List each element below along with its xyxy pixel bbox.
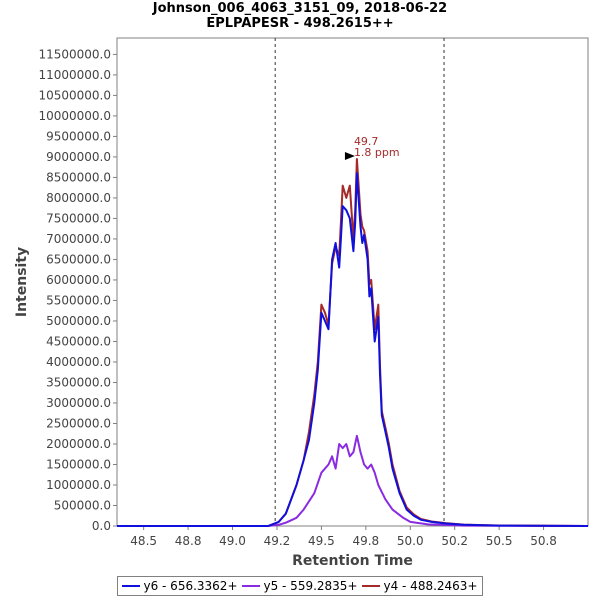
x-tick-label: 50.5 xyxy=(486,534,513,548)
chart-subtitle: EPLPAPESR - 498.2615++ xyxy=(206,16,394,31)
y-tick-label: 1500000.0 xyxy=(46,457,111,471)
y-tick-label: 9000000.0 xyxy=(46,150,111,164)
y-tick-label: 7500000.0 xyxy=(46,211,111,225)
y-tick-label: 3500000.0 xyxy=(46,375,111,389)
x-tick-label: 48.5 xyxy=(130,534,157,548)
series-line-y5 xyxy=(117,434,589,527)
y-tick-label: 0.0 xyxy=(92,519,111,533)
y-tick-label: 8000000.0 xyxy=(46,191,111,205)
x-axis-label: Retention Time xyxy=(292,553,413,569)
y-tick-label: 4000000.0 xyxy=(46,355,111,369)
chart-plot: 0.0 500000.0 1000000.0 1500000.0 2000000.0 25… xyxy=(14,37,589,569)
x-tick-label: 49.8 xyxy=(352,534,379,548)
legend-label-y5: y5 - 559.2835+ xyxy=(263,579,358,593)
x-tick-label: 49.0 xyxy=(219,534,246,548)
legend-label-y6: y6 - 656.3362+ xyxy=(143,579,238,593)
legend-swatch-y4 xyxy=(362,585,381,587)
x-tick-label: 49.5 xyxy=(308,534,335,548)
x-tick-label: 48.8 xyxy=(175,534,202,548)
y-axis-label: Intensity xyxy=(14,247,30,317)
y-tick-label: 8500000.0 xyxy=(46,170,111,184)
y-tick-label: 3000000.0 xyxy=(46,396,111,410)
legend-swatch-y5 xyxy=(242,585,261,587)
chart-title: Johnson_006_4063_3151_09, 2018-06-22 xyxy=(152,1,448,16)
y-tick-label: 10000000.0 xyxy=(38,109,111,123)
plot-area xyxy=(116,37,589,527)
x-tick-label: 50.8 xyxy=(530,534,557,548)
y-tick-label: 6500000.0 xyxy=(46,252,111,266)
y-tick-label: 500000.0 xyxy=(54,498,111,512)
y-tick-label: 1000000.0 xyxy=(46,478,111,492)
y-tick-label: 2000000.0 xyxy=(46,437,111,451)
y-tick-label: 11500000.0 xyxy=(38,47,111,61)
series-line-y6 xyxy=(117,172,589,527)
y-tick-label: 4500000.0 xyxy=(46,334,111,348)
y-tick-label: 6000000.0 xyxy=(46,273,111,287)
annotation-arrow xyxy=(344,151,355,160)
y-tick-label: 11000000.0 xyxy=(38,68,111,82)
x-tick-label: 50.0 xyxy=(397,534,424,548)
legend-item-y5: y5 - 559.2835+ xyxy=(242,579,358,593)
y-tick-label: 5000000.0 xyxy=(46,314,111,328)
x-tick-label: 49.2 xyxy=(264,534,291,548)
x-tick-label: 50.2 xyxy=(441,534,468,548)
chart-legend: y6 - 656.3362+ y5 - 559.2835+ y4 - 488.2… xyxy=(117,576,483,596)
annotation-rt: 49.7 xyxy=(354,135,379,148)
legend-label-y4: y4 - 488.2463+ xyxy=(383,579,478,593)
legend-item-y4: y4 - 488.2463+ xyxy=(362,579,478,593)
y-tick-label: 5500000.0 xyxy=(46,293,111,307)
y-tick-label: 10500000.0 xyxy=(38,88,111,102)
y-tick-label: 7000000.0 xyxy=(46,232,111,246)
y-tick-label: 9500000.0 xyxy=(46,129,111,143)
legend-item-y6: y6 - 656.3362+ xyxy=(122,579,238,593)
y-tick-label: 2500000.0 xyxy=(46,416,111,430)
annotation-ppm: 1.8 ppm xyxy=(354,146,400,159)
legend-swatch-y6 xyxy=(122,585,141,587)
